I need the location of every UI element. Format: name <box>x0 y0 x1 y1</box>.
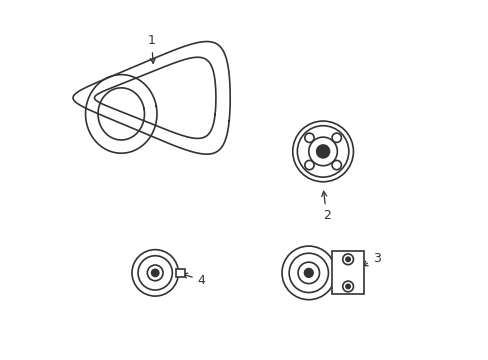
Ellipse shape <box>94 84 148 144</box>
Circle shape <box>345 284 349 289</box>
Circle shape <box>151 269 159 276</box>
FancyBboxPatch shape <box>331 251 364 294</box>
Ellipse shape <box>96 53 235 143</box>
Circle shape <box>345 257 349 261</box>
Text: 2: 2 <box>321 191 330 222</box>
Circle shape <box>316 145 329 158</box>
Circle shape <box>304 269 312 277</box>
Text: 3: 3 <box>362 252 380 266</box>
FancyBboxPatch shape <box>176 269 184 277</box>
Text: 4: 4 <box>182 273 205 287</box>
Text: 1: 1 <box>147 34 155 63</box>
